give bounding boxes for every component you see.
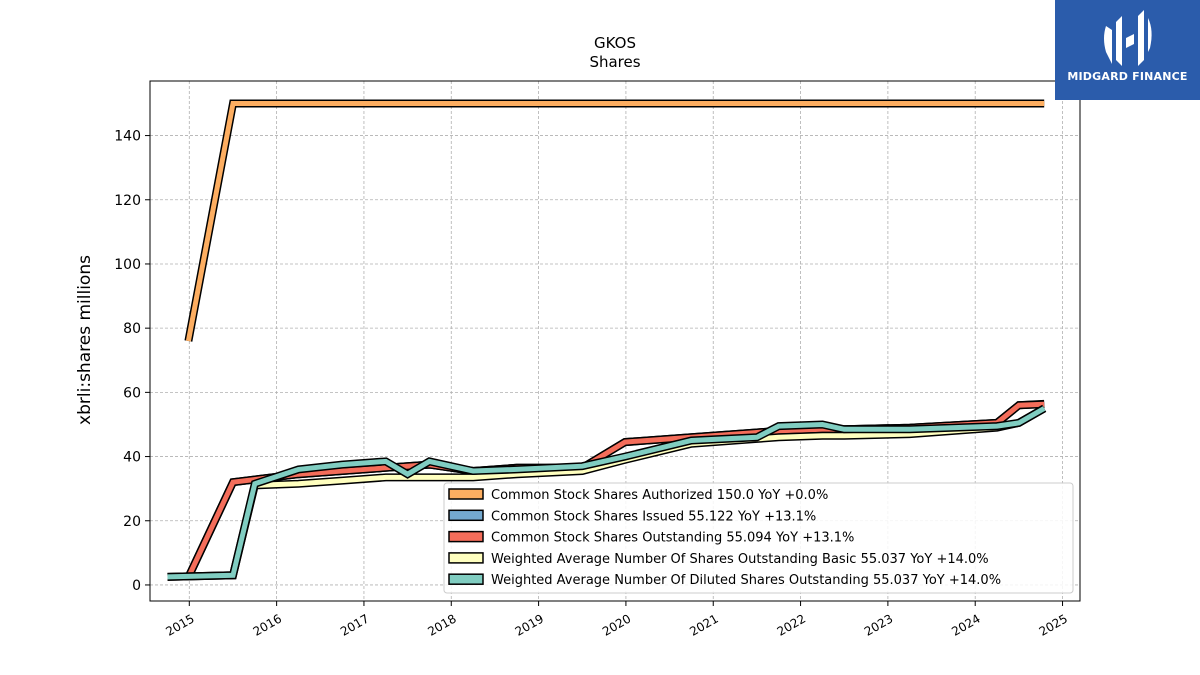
y-axis-label: xbrli:shares millions — [75, 255, 95, 425]
legend-label: Common Stock Shares Issued 55.122 YoY +1… — [491, 509, 816, 524]
y-tick-label: 20 — [123, 514, 141, 530]
brand-mark-icon — [1104, 10, 1152, 66]
legend-label: Common Stock Shares Outstanding 55.094 Y… — [491, 531, 854, 546]
x-tick-label: 2019 — [513, 611, 546, 638]
legend-label: Weighted Average Number Of Diluted Share… — [491, 573, 1001, 588]
legend-swatch — [448, 530, 484, 543]
x-tick-label: 2025 — [1037, 611, 1070, 638]
x-tick-label: 2015 — [163, 611, 196, 638]
x-tick-label: 2022 — [775, 611, 808, 638]
series-line — [167, 406, 1046, 580]
brand-logo: MIDGARD FINANCE — [1055, 0, 1200, 100]
x-tick-label: 2021 — [687, 611, 720, 638]
grid — [150, 81, 1080, 601]
y-tick-label: 100 — [114, 257, 141, 273]
y-tick-label: 120 — [114, 193, 141, 209]
legend-swatch — [448, 573, 484, 585]
series-line-outline — [184, 99, 1045, 342]
brand-name: MIDGARD FINANCE — [1067, 70, 1188, 83]
legend-label: Common Stock Shares Authorized 150.0 YoY… — [491, 488, 828, 503]
series-line — [185, 101, 1045, 342]
series-5 — [167, 404, 1047, 581]
series-line — [167, 406, 1046, 580]
x-tick-label: 2017 — [338, 611, 371, 638]
y-tick-label: 80 — [123, 321, 141, 337]
x-tick-label: 2024 — [949, 611, 982, 638]
x-tick-label: 2020 — [600, 611, 633, 638]
y-tick-label: 140 — [114, 129, 141, 145]
x-tick-label: 2016 — [251, 611, 284, 638]
chart-title: GKOS — [594, 34, 636, 52]
series-4 — [167, 404, 1047, 581]
x-tick-label: 2018 — [425, 611, 458, 638]
legend-swatch — [448, 552, 484, 564]
y-tick-label: 60 — [123, 385, 141, 401]
y-tick-label: 0 — [132, 578, 141, 594]
legend-box — [443, 482, 1074, 594]
legend-swatch — [448, 509, 484, 522]
legend-label: Weighted Average Number Of Shares Outsta… — [491, 552, 989, 567]
x-tick-label: 2023 — [862, 611, 895, 638]
chart-subtitle: Shares — [589, 53, 640, 71]
series-1 — [184, 99, 1045, 342]
y-tick-label: 40 — [123, 450, 141, 466]
legend: Common Stock Shares Authorized 150.0 YoY… — [443, 482, 1074, 594]
series-lines — [167, 99, 1047, 581]
plot-frame — [149, 80, 1081, 602]
legend-swatch — [448, 488, 484, 500]
